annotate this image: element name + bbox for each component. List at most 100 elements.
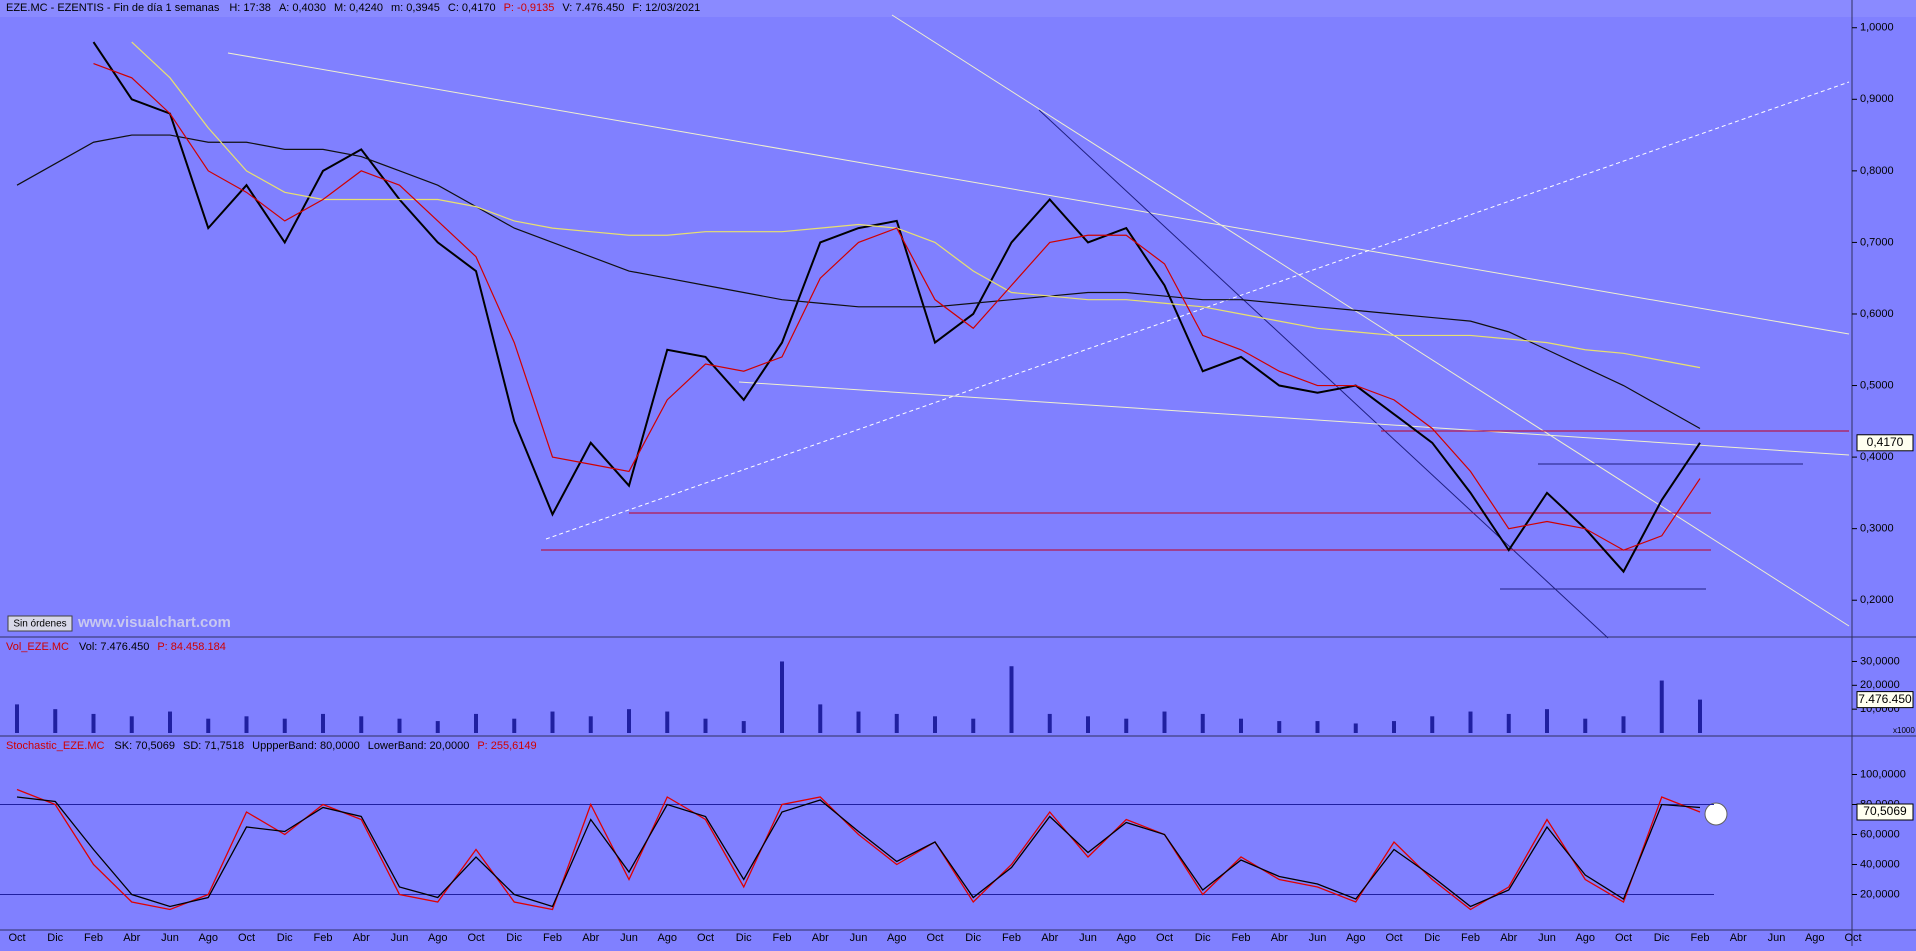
- x-tick-label: Abr: [1500, 932, 1517, 944]
- volume-bar: [550, 711, 555, 733]
- x-tick-label: Oct: [1156, 932, 1173, 944]
- volume-bar: [1009, 666, 1014, 733]
- x-tick-label: Dic: [1195, 932, 1211, 944]
- last-value-label: 7.476.450: [1858, 692, 1912, 706]
- pane-info: UppperBand: 80,0000: [252, 740, 360, 752]
- x-tick-label: Jun: [1768, 932, 1786, 944]
- x-tick-label: Oct: [697, 932, 714, 944]
- y-tick-label: 0,9000: [1860, 93, 1894, 105]
- x-tick-label: Oct: [1844, 932, 1861, 944]
- x-tick-label: Jun: [850, 932, 868, 944]
- y-tick-label: 30,0000: [1860, 655, 1900, 667]
- x-tick-label: Oct: [467, 932, 484, 944]
- series-line: [131, 41, 1701, 369]
- volume-bar: [359, 716, 364, 733]
- volume-bar: [1468, 711, 1473, 733]
- y-tick-label: 20,0000: [1860, 888, 1900, 900]
- x-tick-label: Ago: [1116, 932, 1136, 944]
- pane-info: A: 0,4030: [279, 2, 326, 14]
- x-tick-label: Oct: [238, 932, 255, 944]
- x-tick-label: Jun: [1538, 932, 1556, 944]
- volume-bar: [665, 711, 670, 733]
- x-tick-label: Dic: [47, 932, 63, 944]
- volume-bar: [1162, 711, 1167, 733]
- volume-bar: [1583, 718, 1588, 733]
- volume-bar: [1315, 721, 1320, 733]
- last-value-label: 70,5069: [1863, 804, 1907, 818]
- volume-bar: [1047, 713, 1052, 733]
- pane-title: Vol_EZE.MC: [6, 641, 69, 653]
- pane-info: H: 17:38: [229, 2, 271, 14]
- x-tick-label: Abr: [123, 932, 140, 944]
- x-tick-label: Feb: [773, 932, 792, 944]
- pane-info: C: 0,4170: [448, 2, 496, 14]
- x-tick-label: Dic: [277, 932, 293, 944]
- volume-bar: [1353, 723, 1358, 733]
- trendline: [891, 14, 1850, 627]
- volume-bar: [244, 716, 249, 733]
- volume-bar: [321, 713, 325, 733]
- trendline: [738, 381, 1850, 456]
- x-tick-label: Jun: [1079, 932, 1097, 944]
- x-tick-label: Dic: [1654, 932, 1670, 944]
- volume-bar: [435, 721, 440, 733]
- cursor-marker: [1704, 802, 1728, 826]
- volume-bar: [894, 713, 899, 733]
- x-tick-label: Oct: [1615, 932, 1632, 944]
- volume-bar: [1086, 716, 1090, 733]
- y-tick-label: 60,0000: [1860, 828, 1900, 840]
- unit-label: x1000: [1893, 726, 1915, 735]
- volume-bar: [15, 704, 19, 733]
- volume-bar: [1430, 716, 1435, 733]
- x-tick-label: Dic: [736, 932, 752, 944]
- x-tick-label: Feb: [1002, 932, 1021, 944]
- volume-bar: [282, 718, 287, 733]
- series-line: [16, 134, 1701, 429]
- pane-info: P: 84.458.184: [157, 641, 226, 653]
- pane-info: SK: 70,5069: [114, 740, 175, 752]
- pane-info: M: 0,4240: [334, 2, 383, 14]
- y-tick-label: 0,3000: [1860, 523, 1894, 535]
- pane-title: Stochastic_EZE.MC: [6, 740, 104, 752]
- volume-bar: [91, 713, 96, 733]
- x-tick-label: Feb: [1461, 932, 1480, 944]
- y-tick-label: 100,0000: [1860, 768, 1906, 780]
- x-tick-label: Abr: [1041, 932, 1058, 944]
- volume-bar: [818, 704, 823, 733]
- x-tick-label: Jun: [1309, 932, 1327, 944]
- volume-bar: [206, 718, 211, 733]
- trendline: [545, 81, 1850, 540]
- volume-bar: [933, 716, 937, 733]
- x-tick-label: Oct: [8, 932, 25, 944]
- x-tick-label: Feb: [1691, 932, 1710, 944]
- volume-bar: [1392, 721, 1396, 733]
- x-tick-label: Oct: [1385, 932, 1402, 944]
- volume-bar: [1621, 716, 1626, 733]
- volume-bar: [588, 716, 593, 733]
- series-line: [93, 62, 1701, 551]
- x-tick-label: Ago: [1805, 932, 1825, 944]
- x-tick-label: Abr: [812, 932, 829, 944]
- x-tick-label: Ago: [198, 932, 218, 944]
- y-tick-label: 0,8000: [1860, 165, 1894, 177]
- x-tick-label: Feb: [314, 932, 333, 944]
- volume-bar: [741, 721, 746, 733]
- y-tick-label: 40,0000: [1860, 858, 1900, 870]
- orders-button-label[interactable]: Sin órdenes: [13, 619, 66, 630]
- last-value-box: [1856, 691, 1914, 709]
- volume-bar: [1698, 699, 1702, 733]
- volume-bar: [856, 711, 861, 733]
- volume-bar: [703, 718, 708, 733]
- series-line: [16, 796, 1701, 908]
- y-tick-label: 0,7000: [1860, 236, 1894, 248]
- x-tick-label: Abr: [1730, 932, 1747, 944]
- pane-info: m: 0,3945: [391, 2, 440, 14]
- last-value-box: [1856, 434, 1914, 452]
- pane-info: V: 7.476.450: [562, 2, 624, 14]
- last-value-box: [1856, 803, 1914, 821]
- volume-bar: [512, 718, 517, 733]
- orders-button[interactable]: [7, 615, 73, 632]
- x-tick-label: Dic: [506, 932, 522, 944]
